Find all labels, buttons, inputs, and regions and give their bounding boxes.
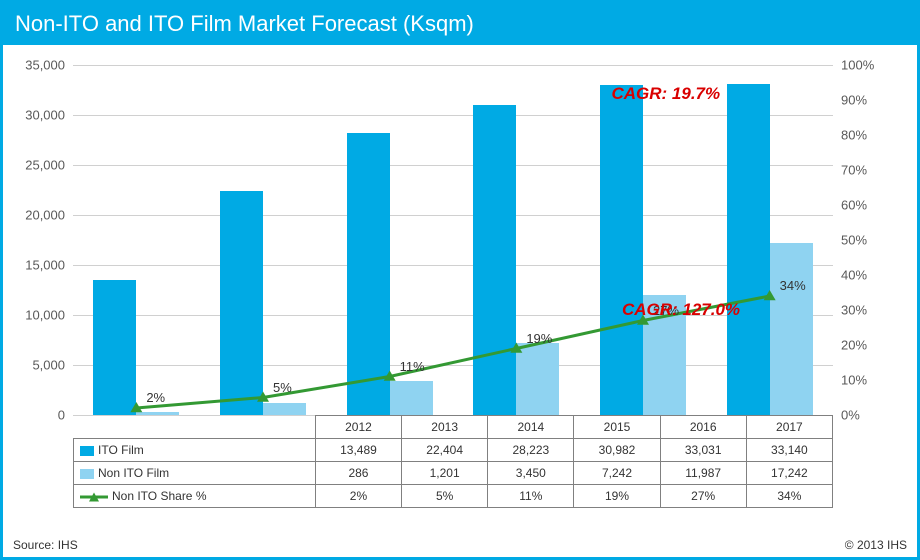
bar-ito bbox=[727, 84, 770, 415]
bar-nonito bbox=[770, 243, 813, 415]
y-axis-right-label: 60% bbox=[841, 198, 867, 213]
y-axis-right-label: 100% bbox=[841, 58, 874, 73]
bar-ito bbox=[220, 191, 263, 415]
table-cell: 22,404 bbox=[402, 439, 488, 462]
pct-label: 2% bbox=[146, 390, 165, 405]
plot-region: 05,00010,00015,00020,00025,00030,00035,0… bbox=[73, 65, 833, 415]
table-cell: 33,031 bbox=[660, 439, 746, 462]
source-text: Source: IHS bbox=[13, 538, 78, 552]
table-cell: 11% bbox=[488, 485, 574, 508]
y-axis-right-label: 20% bbox=[841, 338, 867, 353]
pct-label: 11% bbox=[400, 359, 425, 374]
bar-nonito bbox=[516, 343, 559, 415]
table-header: 2017 bbox=[746, 416, 832, 439]
y-axis-left-label: 35,000 bbox=[25, 58, 65, 73]
y-axis-right-label: 10% bbox=[841, 373, 867, 388]
bar-ito bbox=[347, 133, 390, 415]
y-axis-left-label: 20,000 bbox=[25, 208, 65, 223]
y-axis-right-label: 30% bbox=[841, 303, 867, 318]
legend-cell: Non ITO Film bbox=[74, 462, 316, 485]
table-header: 2014 bbox=[488, 416, 574, 439]
table-cell: 286 bbox=[315, 462, 401, 485]
table-cell: 28,223 bbox=[488, 439, 574, 462]
table-cell: 34% bbox=[746, 485, 832, 508]
table-cell: 1,201 bbox=[402, 462, 488, 485]
y-axis-left-label: 10,000 bbox=[25, 308, 65, 323]
bar-ito bbox=[600, 85, 643, 415]
table-header: 2016 bbox=[660, 416, 746, 439]
y-axis-right-label: 80% bbox=[841, 128, 867, 143]
data-table: 201220132014201520162017 ITO Film13,48922… bbox=[73, 415, 833, 508]
table-cell: 5% bbox=[402, 485, 488, 508]
table-header: 2012 bbox=[315, 416, 401, 439]
y-axis-right-label: 70% bbox=[841, 163, 867, 178]
chart-title: Non-ITO and ITO Film Market Forecast (Ks… bbox=[3, 3, 917, 45]
bar-nonito bbox=[390, 381, 433, 416]
y-axis-left-label: 30,000 bbox=[25, 108, 65, 123]
table-cell: 11,987 bbox=[660, 462, 746, 485]
table-cell: 19% bbox=[574, 485, 660, 508]
chart-area: 0 5,000 10,000 15,000 20,000 25,000 30,000 35,0… bbox=[3, 45, 917, 525]
table-header: 2015 bbox=[574, 416, 660, 439]
table-header: 2013 bbox=[402, 416, 488, 439]
y-axis-right-label: 90% bbox=[841, 93, 867, 108]
table-cell: 33,140 bbox=[746, 439, 832, 462]
footer: Source: IHS © 2013 IHS bbox=[13, 538, 907, 552]
table-cell: 13,489 bbox=[315, 439, 401, 462]
table-cell: 30,982 bbox=[574, 439, 660, 462]
legend-cell: ITO Film bbox=[74, 439, 316, 462]
bars-group bbox=[73, 65, 833, 415]
pct-label: 19% bbox=[526, 331, 552, 346]
y-axis-right-label: 50% bbox=[841, 233, 867, 248]
table-cell: 27% bbox=[660, 485, 746, 508]
table-cell: 3,450 bbox=[488, 462, 574, 485]
y-axis-left-label: 25,000 bbox=[25, 158, 65, 173]
chart-container: Non-ITO and ITO Film Market Forecast (Ks… bbox=[0, 0, 920, 560]
pct-label: 5% bbox=[273, 380, 292, 395]
y-axis-left-label: 5,000 bbox=[32, 358, 65, 373]
bar-nonito bbox=[263, 403, 306, 415]
y-axis-right-label: 0% bbox=[841, 408, 860, 423]
table-cell: 17,242 bbox=[746, 462, 832, 485]
table-cell: 7,242 bbox=[574, 462, 660, 485]
copyright-text: © 2013 IHS bbox=[845, 538, 907, 552]
y-axis-left-label: 0 bbox=[58, 408, 65, 423]
legend-cell: Non ITO Share % bbox=[74, 485, 316, 508]
y-axis-right-label: 40% bbox=[841, 268, 867, 283]
y-axis-left-label: 15,000 bbox=[25, 258, 65, 273]
bar-ito bbox=[473, 105, 516, 415]
cagr-annotation: CAGR: 127.0% bbox=[622, 300, 740, 320]
cagr-annotation: CAGR: 19.7% bbox=[611, 84, 720, 104]
table-cell: 2% bbox=[315, 485, 401, 508]
bar-ito bbox=[93, 280, 136, 415]
pct-label: 34% bbox=[780, 278, 806, 293]
